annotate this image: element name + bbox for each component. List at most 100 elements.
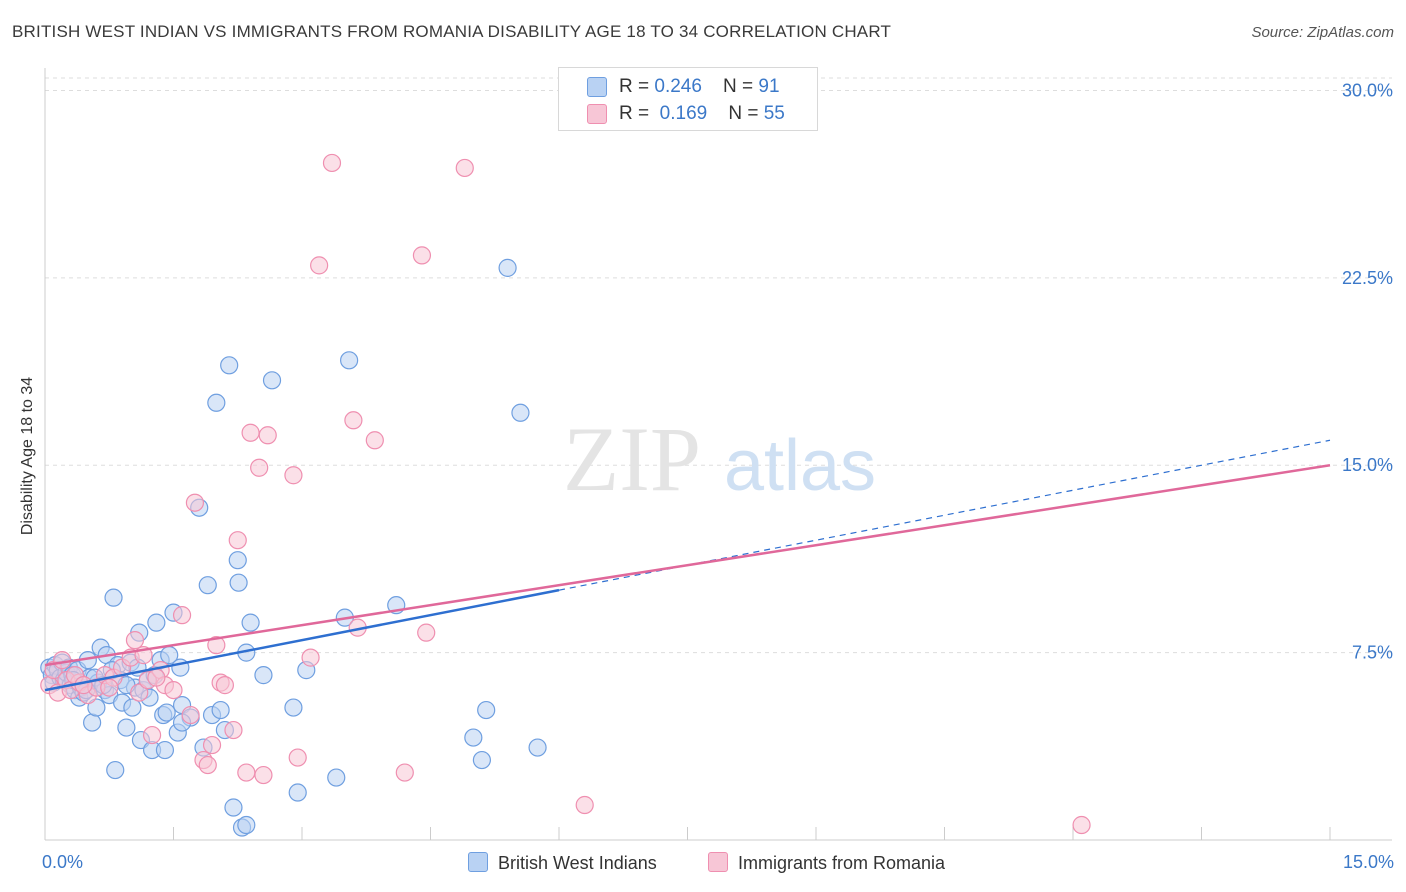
- trend-line-blue-extension: [558, 439, 1331, 591]
- scatter-point: [284, 466, 303, 485]
- scatter-point: [254, 666, 273, 685]
- chart-title: BRITISH WEST INDIAN VS IMMIGRANTS FROM R…: [12, 22, 892, 41]
- watermark-atlas: atlas: [724, 426, 876, 506]
- scatter-point: [181, 705, 200, 725]
- scatter-point: [241, 423, 260, 442]
- scatter-point: [310, 256, 329, 275]
- source-label: Source: ZipAtlas.com: [1251, 24, 1394, 41]
- scatter-point: [87, 698, 106, 717]
- scatter-point: [157, 703, 176, 722]
- gridlines: [45, 77, 1392, 654]
- scatter-point: [327, 768, 346, 787]
- scatter-point: [104, 588, 123, 607]
- scatter-point: [288, 748, 307, 767]
- scatter-point: [220, 356, 239, 375]
- scatter-point: [229, 573, 248, 592]
- scatter-point: [340, 351, 359, 370]
- scatter-point: [142, 725, 162, 745]
- scatter-point: [241, 613, 260, 632]
- scatter-point: [125, 631, 145, 650]
- scatter-point: [237, 815, 256, 835]
- scatter-point: [228, 551, 247, 570]
- legend-r-value: 0.169: [659, 103, 708, 124]
- scatter-point: [147, 668, 166, 687]
- scatter-point: [164, 680, 183, 700]
- scatter-point: [83, 713, 102, 732]
- scatter-point: [417, 623, 436, 642]
- scatter-point: [322, 153, 342, 173]
- scatter-point: [224, 720, 243, 740]
- y-tick-label: 22.5%: [1342, 268, 1393, 288]
- scatter-point: [215, 676, 234, 695]
- trend-lines: [44, 439, 1331, 692]
- scatter-point: [237, 763, 256, 782]
- scatter-point: [498, 258, 517, 277]
- y-tick-labels: 7.5% 15.0% 22.5% 30.0%: [1342, 80, 1393, 662]
- legend-r-value: 0.246: [654, 76, 702, 97]
- legend-swatch-blue: [587, 77, 607, 97]
- scatter-point: [224, 798, 243, 817]
- scatter-point: [155, 740, 175, 760]
- scatter-point: [185, 493, 205, 512]
- scatter-point: [74, 676, 93, 695]
- legend-r-label: R =: [619, 103, 655, 124]
- scatter-point: [395, 763, 414, 782]
- scatter-point: [288, 783, 307, 802]
- scatter-point: [211, 700, 230, 720]
- scatter-point: [207, 393, 226, 412]
- y-tick-label: 7.5%: [1352, 643, 1393, 663]
- legend-n-label: N =: [728, 103, 764, 124]
- correlation-legend: R = 0.246 N = 91 R = 0.169 N = 55: [558, 67, 818, 131]
- y-tick-label: 15.0%: [1342, 455, 1393, 475]
- scatter-point: [455, 158, 474, 178]
- scatter-point: [53, 651, 72, 670]
- scatter-point: [301, 648, 320, 667]
- scatter-point: [123, 698, 142, 717]
- scatter-point: [1072, 815, 1091, 835]
- scatter-point: [284, 698, 303, 717]
- bottom-legend-series2: Immigrants from Romania: [708, 852, 945, 876]
- scatter-point: [147, 613, 166, 632]
- scatter-point: [130, 683, 149, 702]
- scatter-point: [172, 606, 192, 625]
- y-axis-label: Disability Age 18 to 34: [19, 376, 36, 536]
- scatter-point: [575, 795, 594, 815]
- scatter-point: [100, 678, 119, 697]
- x-axis: [44, 68, 1392, 841]
- legend-text-series2: R = 0.169 N = 55: [619, 103, 785, 125]
- bottom-legend-swatch-pink: [708, 852, 728, 872]
- scatter-point: [198, 755, 217, 775]
- bottom-legend-series1: British West Indians: [468, 852, 657, 876]
- series-british-west-indians: [40, 258, 547, 837]
- bottom-legend-swatch-blue: [468, 852, 488, 872]
- legend-n-value: 91: [758, 76, 780, 97]
- scatter-point: [258, 426, 277, 445]
- trend-line-pink: [44, 464, 1331, 667]
- scatter-point: [477, 700, 496, 720]
- scatter-point: [198, 576, 217, 595]
- scatter-point: [262, 371, 282, 390]
- scatter-point: [511, 403, 530, 422]
- scatter-point: [472, 750, 491, 770]
- bottom-legend-label: British West Indians: [498, 853, 657, 873]
- legend-swatch-pink: [587, 104, 607, 124]
- scatter-point: [228, 531, 247, 550]
- scatter-point: [528, 738, 547, 757]
- x-tick-max: 15.0%: [1342, 852, 1394, 872]
- y-tick-label: 30.0%: [1342, 80, 1393, 100]
- bottom-legend-label: Immigrants from Romania: [738, 853, 946, 873]
- scatter-point: [344, 411, 363, 430]
- scatter-point: [117, 718, 136, 737]
- trend-line-blue: [44, 588, 560, 692]
- legend-text-series1: R = 0.246 N = 91: [619, 76, 780, 98]
- scatter-point: [464, 728, 483, 747]
- scatter-point: [207, 636, 226, 655]
- scatter-point: [365, 431, 384, 450]
- x-tick-min: 0.0%: [42, 852, 84, 872]
- scatter-point: [202, 735, 222, 755]
- scatter-point: [412, 246, 432, 265]
- scatter-point: [106, 760, 125, 780]
- scatter-point: [250, 458, 269, 477]
- legend-n-label: N =: [723, 76, 759, 97]
